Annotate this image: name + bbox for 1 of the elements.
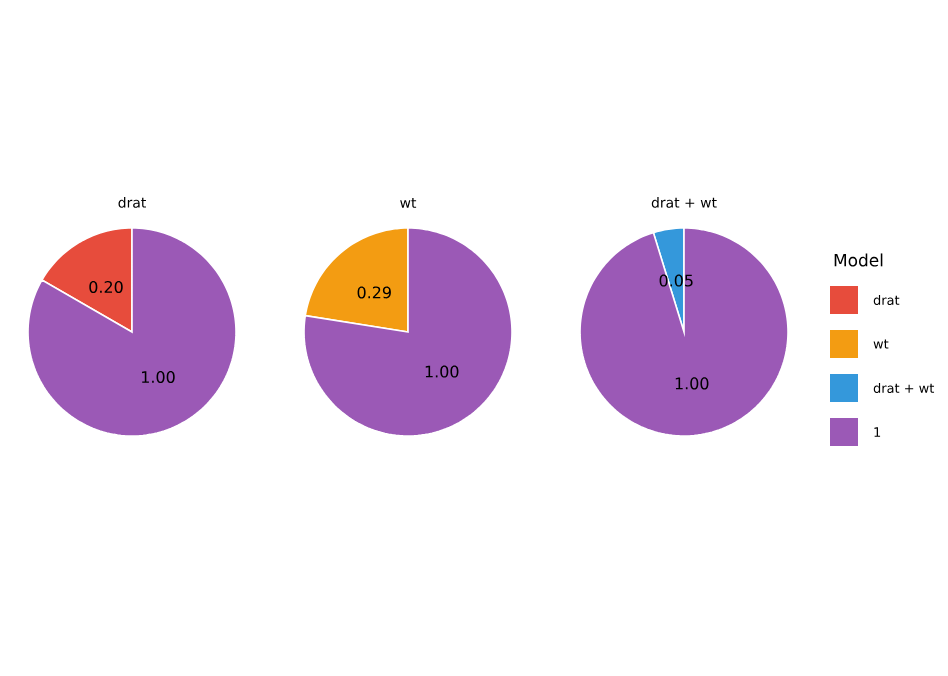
legend-title: Model xyxy=(834,253,883,267)
